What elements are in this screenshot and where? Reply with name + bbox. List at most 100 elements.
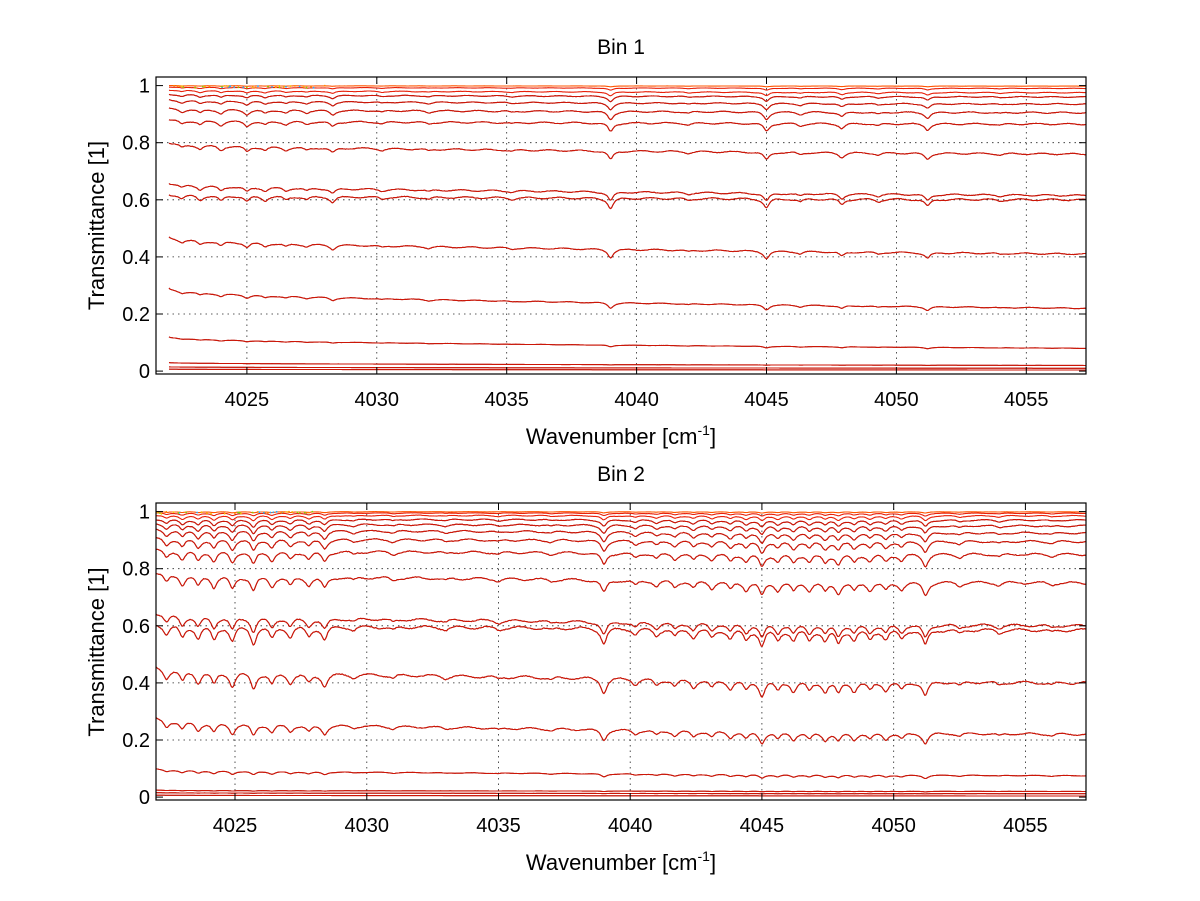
bin-2-y-tick-label: 0.4 — [122, 673, 150, 695]
bin-2-y-axis-label: Transmittance [1] — [84, 567, 109, 736]
bin-1-y-tick-label: 0.8 — [122, 133, 150, 155]
bin-2-series-line-overlay — [155, 768, 1087, 780]
bin-1-noise-speck — [275, 86, 277, 89]
bin-2-noise-speck — [263, 511, 265, 514]
bin-2-noise-speck — [160, 512, 163, 515]
bin-2-series-line — [155, 512, 1087, 517]
bin-1-series — [168, 84, 1087, 371]
bin-1-noise-speck — [294, 85, 296, 87]
bin-2-noise-speck — [223, 512, 226, 515]
bin-2-noise-speck — [303, 511, 306, 514]
bin-1-noise-speck — [173, 84, 176, 87]
bin-1-noise-speck — [194, 86, 197, 89]
bin-1-series-line-overlay — [168, 368, 1086, 371]
bin-2-noise-speck — [288, 510, 290, 513]
bin-2-x-tick-label: 4035 — [476, 815, 521, 837]
bin-2-series-line-overlay — [155, 613, 1087, 638]
bin-2-noise-speck — [177, 512, 180, 514]
bin-2-x-tick-label: 4050 — [871, 815, 916, 837]
bin-1-noise-speck — [220, 85, 223, 88]
bin-1-y-tick-label: 0.2 — [122, 304, 150, 326]
bin-1-noise-speck — [204, 85, 206, 88]
bin-2-noise-speck — [305, 512, 308, 514]
bin-1-series-line-overlay — [168, 362, 1086, 367]
bin-1-noise-speck — [282, 86, 285, 88]
bin-1-y-tick-label: 0.6 — [122, 190, 150, 212]
bin-2-noise-speck — [286, 511, 288, 513]
bin-2-x-tick-label: 4055 — [1003, 815, 1048, 837]
bin-2-noise-speck — [196, 511, 199, 514]
bin-2-noise-speck — [158, 512, 161, 514]
bin-1-x-tick-label: 4040 — [614, 389, 659, 411]
bin-1-series-line — [169, 86, 1086, 91]
bin-1-y-tick-label: 0.4 — [122, 247, 150, 269]
bin-1-x-tick-label: 4055 — [1004, 389, 1049, 411]
bin-1-series-line-overlay — [168, 236, 1087, 260]
bin-2-noise-speck — [172, 511, 175, 513]
bin-1-noise-speck — [201, 85, 204, 88]
bin-2-noise-speck — [240, 512, 242, 515]
bin-2-noise-speck — [272, 511, 275, 514]
bin-2-noise-speck — [296, 511, 299, 514]
bin-1-noise-speck — [312, 86, 315, 89]
bin-2-x-axis-label: Wavenumber [cm-1] — [526, 848, 716, 875]
bin-2-noise-speck — [280, 511, 283, 514]
bin-1-series-line-overlay — [168, 99, 1086, 111]
bin-2-noise-speck — [267, 512, 269, 514]
bin-1-noise-speck — [179, 85, 181, 88]
bin-2-series-line-overlay — [155, 794, 1086, 797]
bin-1-x-tick-label: 4025 — [225, 389, 270, 411]
bin-1-noise-speck — [223, 85, 226, 87]
bin-1-noise-speck — [278, 84, 281, 87]
bin-1-series-line-overlay — [168, 93, 1087, 103]
bin-1-noise-speck — [285, 86, 287, 88]
bin-1-noise-speck — [208, 85, 211, 88]
bin-1-x-tick-label: 4045 — [744, 389, 789, 411]
bin-1-noise-speck — [302, 85, 305, 88]
bin-1-series-line-overlay — [168, 107, 1087, 121]
bin-1-grid — [156, 77, 1086, 374]
bin-1-noise-speck — [310, 85, 312, 88]
bin-2-noise-speck — [206, 512, 208, 514]
bin-2-plot: Bin 2 4025 4030 4035 4040 4045 4050 4055 0 0.2 0.… — [84, 463, 1087, 875]
bin-1-series-line-overlay — [168, 336, 1086, 350]
bin-1-noise-speck — [251, 86, 254, 89]
bin-1-noise-speck — [257, 85, 259, 87]
bin-1-plot: Bin 1 4025 4030 4035 4040 4045 4050 4055 0 0.2 0.… — [84, 36, 1087, 449]
bin-2-series-line-overlay — [155, 666, 1087, 698]
bin-2-series-line-overlay — [155, 624, 1087, 647]
bin-2-x-tick-label: 4045 — [740, 815, 785, 837]
bin-2-y-tick-label: 0.2 — [122, 730, 150, 752]
bin-2-y-tick-label: 1 — [139, 502, 150, 524]
bin-2-series-line — [155, 514, 1086, 522]
bin-1-noise-speck — [245, 86, 248, 89]
bin-2-series-line-overlay — [155, 792, 1086, 795]
bin-1-noise-speck — [305, 86, 308, 89]
bin-1-noise-speck — [278, 86, 281, 89]
bin-2-noise-speck — [237, 511, 239, 514]
bin-2-series-line-overlay — [155, 717, 1087, 745]
bin-2-series-line-overlay — [155, 518, 1087, 528]
bin-1-series-line-overlay — [168, 142, 1087, 160]
bin-1-noise-speck — [227, 85, 229, 88]
bin-2-noise-speck — [308, 511, 310, 514]
bin-2-noise-speck — [210, 512, 212, 515]
bin-1-title: Bin 1 — [597, 36, 645, 59]
bin-2-noise-speck — [257, 511, 259, 513]
bin-1-noise-speck — [242, 86, 245, 89]
bin-1-y-tick-label: 1 — [139, 76, 150, 98]
bin-2-series-line-overlay — [155, 536, 1087, 554]
bin-1-noise-speck — [289, 85, 292, 87]
bin-2-noise-speck — [291, 511, 294, 513]
bin-2-series-line-overlay — [155, 548, 1087, 568]
bin-1-x-tick-label: 4050 — [874, 389, 919, 411]
bin-2-noise-speck — [275, 510, 278, 513]
bin-1-noise-speck — [271, 86, 273, 88]
bin-1-series-line — [169, 85, 1086, 88]
bin-1-noise-speck — [182, 86, 185, 89]
bin-1-noise-speck — [180, 85, 183, 88]
bin-1-x-axis-label: Wavenumber [cm-1] — [526, 422, 716, 449]
bin-1-series-line — [168, 89, 1087, 97]
